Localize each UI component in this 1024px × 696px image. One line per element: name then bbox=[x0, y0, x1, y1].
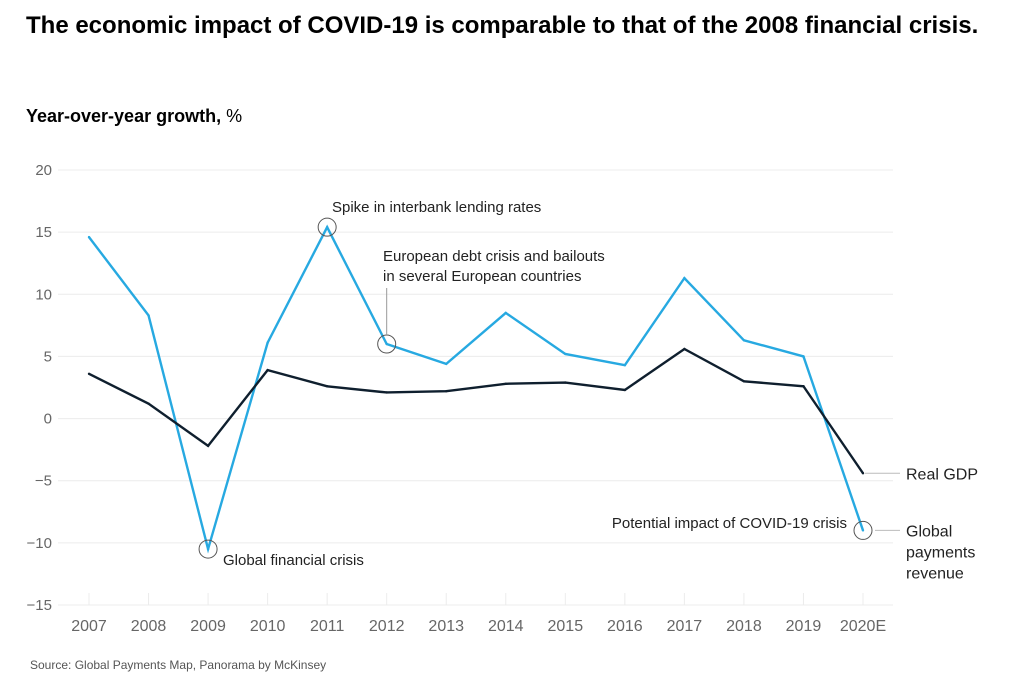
x-tick-label: 2014 bbox=[488, 618, 524, 635]
annotation-label: European debt crisis and bailouts bbox=[383, 248, 605, 265]
data-point bbox=[623, 363, 627, 367]
annotation-label: Global financial crisis bbox=[223, 552, 364, 569]
y-tick-label: 5 bbox=[44, 348, 52, 365]
data-point bbox=[504, 311, 507, 315]
series-label: revenue bbox=[906, 565, 964, 582]
y-tick-label: 15 bbox=[35, 224, 52, 241]
annotation-label: Potential impact of COVID-19 crisis bbox=[612, 515, 847, 532]
data-point bbox=[861, 529, 865, 532]
series-label: Real GDP bbox=[906, 466, 978, 483]
source-note: Source: Global Payments Map, Panorama by… bbox=[30, 658, 327, 672]
x-tick-label: 2015 bbox=[548, 618, 584, 635]
chart-title: The economic impact of COVID-19 is compa… bbox=[26, 12, 979, 39]
x-tick-label: 2013 bbox=[428, 618, 464, 635]
data-point bbox=[802, 385, 805, 388]
y-tick-label: 10 bbox=[35, 286, 52, 303]
x-tick-label: 2010 bbox=[250, 618, 286, 635]
data-point bbox=[504, 382, 507, 385]
data-point bbox=[861, 472, 865, 475]
data-point bbox=[564, 352, 567, 356]
x-tick-label: 2017 bbox=[667, 618, 703, 635]
data-point bbox=[87, 235, 91, 239]
chart-subtitle: Year-over-year growth, % bbox=[26, 106, 242, 127]
annotation-circle bbox=[853, 520, 873, 540]
annotation-circle bbox=[317, 217, 337, 237]
data-point bbox=[206, 444, 210, 448]
data-point bbox=[266, 368, 269, 372]
data-point bbox=[802, 355, 805, 358]
x-tick-label: 2019 bbox=[786, 618, 822, 635]
series-label: Global bbox=[906, 523, 952, 540]
subtitle-label: Year-over-year growth, bbox=[26, 106, 222, 126]
x-tick-label: 2008 bbox=[131, 618, 167, 635]
series-line-0 bbox=[88, 224, 865, 554]
x-tick-label: 2012 bbox=[369, 618, 405, 635]
data-point bbox=[623, 388, 627, 392]
data-point bbox=[445, 362, 448, 366]
series-line-1 bbox=[88, 347, 864, 474]
annotation-label: Spike in interbank lending rates bbox=[332, 199, 541, 216]
y-tick-label: −15 bbox=[27, 597, 52, 614]
data-point bbox=[445, 390, 448, 393]
x-tick-label: 2020E bbox=[840, 618, 886, 635]
x-tick-label: 2007 bbox=[71, 618, 107, 635]
data-point bbox=[385, 342, 388, 346]
y-tick-label: −5 bbox=[35, 473, 52, 490]
data-point bbox=[742, 380, 746, 383]
annotation-circle bbox=[198, 539, 218, 559]
data-point bbox=[683, 276, 686, 280]
annotation-label: in several European countries bbox=[383, 268, 581, 285]
data-point bbox=[385, 391, 388, 394]
data-point bbox=[564, 381, 567, 384]
data-point bbox=[206, 547, 210, 551]
data-point bbox=[742, 339, 746, 342]
y-tick-label: 20 bbox=[35, 162, 52, 179]
y-tick-label: −10 bbox=[27, 535, 52, 552]
data-point bbox=[147, 402, 150, 405]
x-tick-label: 2016 bbox=[607, 618, 643, 635]
y-tick-label: 0 bbox=[44, 411, 52, 428]
x-tick-label: 2011 bbox=[310, 618, 345, 635]
subtitle-unit: % bbox=[226, 106, 243, 126]
data-point bbox=[266, 341, 269, 344]
data-point bbox=[325, 385, 329, 388]
x-tick-label: 2018 bbox=[726, 618, 762, 635]
data-point bbox=[87, 372, 91, 376]
series-label: payments bbox=[906, 544, 975, 561]
data-point bbox=[325, 225, 329, 229]
data-point bbox=[683, 347, 686, 351]
x-tick-label: 2009 bbox=[190, 618, 226, 635]
data-point bbox=[147, 314, 150, 317]
